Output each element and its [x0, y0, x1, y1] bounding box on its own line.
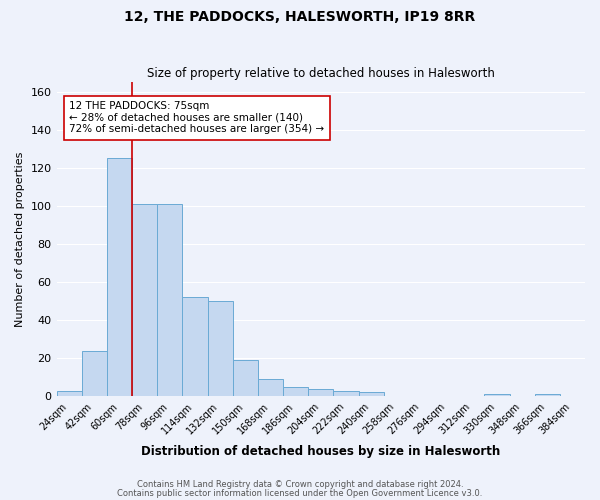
Bar [157, 204, 182, 396]
Y-axis label: Number of detached properties: Number of detached properties [15, 152, 25, 327]
Bar [107, 158, 132, 396]
Bar [334, 390, 359, 396]
Text: Contains HM Land Registry data © Crown copyright and database right 2024.: Contains HM Land Registry data © Crown c… [137, 480, 463, 489]
Text: 12, THE PADDOCKS, HALESWORTH, IP19 8RR: 12, THE PADDOCKS, HALESWORTH, IP19 8RR [124, 10, 476, 24]
Text: 12 THE PADDOCKS: 75sqm
← 28% of detached houses are smaller (140)
72% of semi-de: 12 THE PADDOCKS: 75sqm ← 28% of detached… [70, 101, 325, 134]
Bar [233, 360, 258, 397]
Bar [484, 394, 509, 396]
X-axis label: Distribution of detached houses by size in Halesworth: Distribution of detached houses by size … [141, 444, 500, 458]
Bar [258, 379, 283, 396]
Bar [132, 204, 157, 396]
Bar [208, 301, 233, 396]
Title: Size of property relative to detached houses in Halesworth: Size of property relative to detached ho… [147, 66, 495, 80]
Bar [308, 388, 334, 396]
Bar [359, 392, 383, 396]
Bar [56, 390, 82, 396]
Bar [82, 350, 107, 397]
Bar [182, 298, 208, 396]
Bar [283, 387, 308, 396]
Text: Contains public sector information licensed under the Open Government Licence v3: Contains public sector information licen… [118, 488, 482, 498]
Bar [535, 394, 560, 396]
